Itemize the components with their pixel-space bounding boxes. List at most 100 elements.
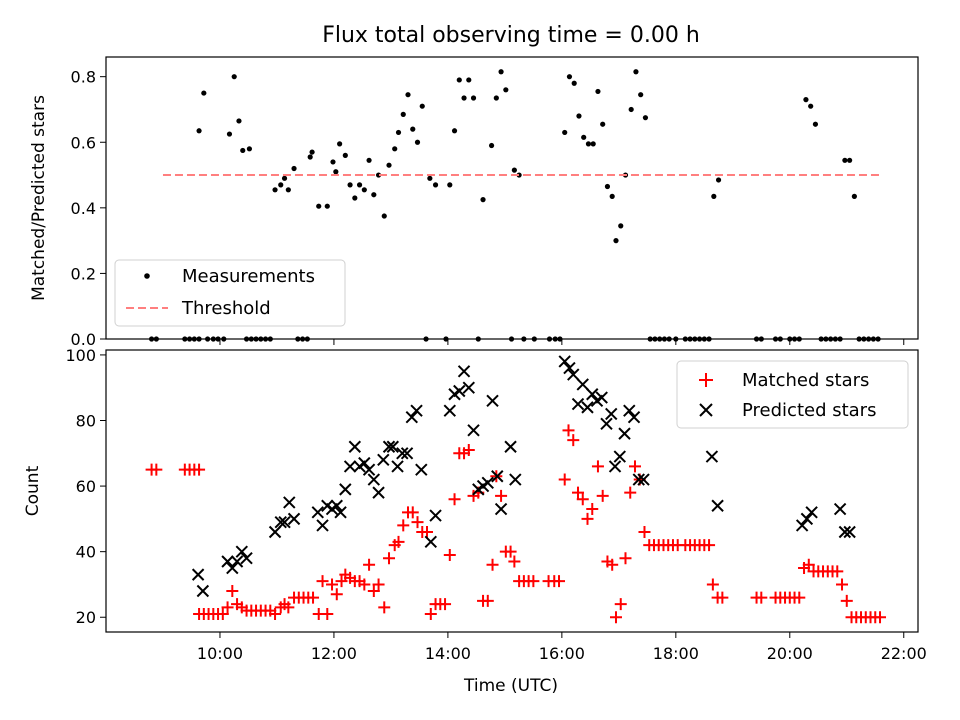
data-point [372,486,385,499]
data-point [352,195,358,201]
data-point [808,103,814,109]
data-point [581,134,587,140]
data-point [272,187,278,193]
data-point [628,106,634,113]
data-point [566,74,573,80]
data-point [572,486,585,499]
data-point [235,545,249,558]
data-point [480,197,486,203]
data-point [221,601,234,614]
data-point [604,183,611,190]
data-point [457,365,471,378]
data-point [793,591,806,604]
data-point [493,95,499,101]
legend-predicted-label: Predicted stars [742,400,876,421]
data-point [466,77,472,83]
data-point [268,525,282,539]
data-point [609,193,615,199]
data-point [240,552,253,565]
data-point [803,97,809,103]
data-point [605,407,618,421]
data-point [406,506,419,519]
data-point [383,552,396,565]
data-point [334,506,347,519]
bottom-legend-box [676,360,909,429]
data-point [586,388,599,401]
data-point [805,506,818,519]
x-tick-label: 22:00 [881,644,927,663]
data-point [628,460,641,473]
data-point [488,142,495,149]
data-point [285,187,291,193]
data-point [226,131,233,137]
data-point [795,519,809,532]
data-point [291,165,297,172]
data-point [851,193,857,199]
data-point [576,493,589,506]
data-point [326,578,339,591]
data-point [481,476,494,490]
data-point [358,456,371,470]
data-point [316,575,329,588]
data-point [608,460,622,473]
data-point [392,146,398,152]
data-point [581,512,594,525]
bottom-panel: 20 40 60 80 100 10:00 12:00 14:00 16:00 18:00 20:0… [23,346,927,696]
data-point [716,591,729,604]
data-point [448,493,461,506]
data-point [339,483,352,496]
data-point [633,69,639,75]
data-point [447,182,453,188]
data-point [504,545,517,558]
data-point [281,175,288,181]
data-point [311,506,324,519]
data-point [411,516,424,529]
data-point [193,463,206,476]
data-point [367,585,380,598]
data-point [486,394,499,408]
x-tick-label: 12:00 [311,644,357,663]
data-point [367,473,381,486]
x-tick-label: 18:00 [653,644,699,663]
data-point [562,424,575,437]
data-point [201,90,207,96]
data-point [405,411,419,424]
data-point [576,378,589,391]
data-point [287,512,301,526]
series-predicted-stars [191,355,856,598]
top-axes: 0.0 0.2 0.4 0.6 0.8 [71,68,905,349]
data-point [221,555,234,568]
data-point [372,578,385,591]
data-point [462,444,475,457]
data-point [562,129,568,136]
data-point [571,80,577,86]
data-point [316,519,329,532]
data-point [706,578,719,591]
data-point [614,598,627,611]
data-point [711,499,724,512]
data-point [424,535,438,549]
top-panel: Flux total observing time = 0.00 h 0.00.… [29,23,919,349]
data-point [623,404,636,417]
legend-measurements-label: Measurements [182,266,315,287]
top-plot-frame [105,56,919,340]
data-point [558,355,571,368]
data-point [842,157,848,163]
data-point [613,238,619,244]
x-axis-label: Time (UTC) [463,676,558,696]
data-point [481,594,494,607]
data-point [509,473,522,486]
data-point [321,607,334,620]
data-point [613,450,626,463]
legend-threshold-label: Threshold [181,298,271,319]
data-point [391,460,404,473]
data-point [405,92,411,98]
data-point [600,417,613,430]
data-point [421,525,434,538]
data-point [395,129,402,136]
legend-plus-marker [699,373,713,387]
y-tick-label: 0.0 [71,330,96,349]
data-point [504,440,517,453]
